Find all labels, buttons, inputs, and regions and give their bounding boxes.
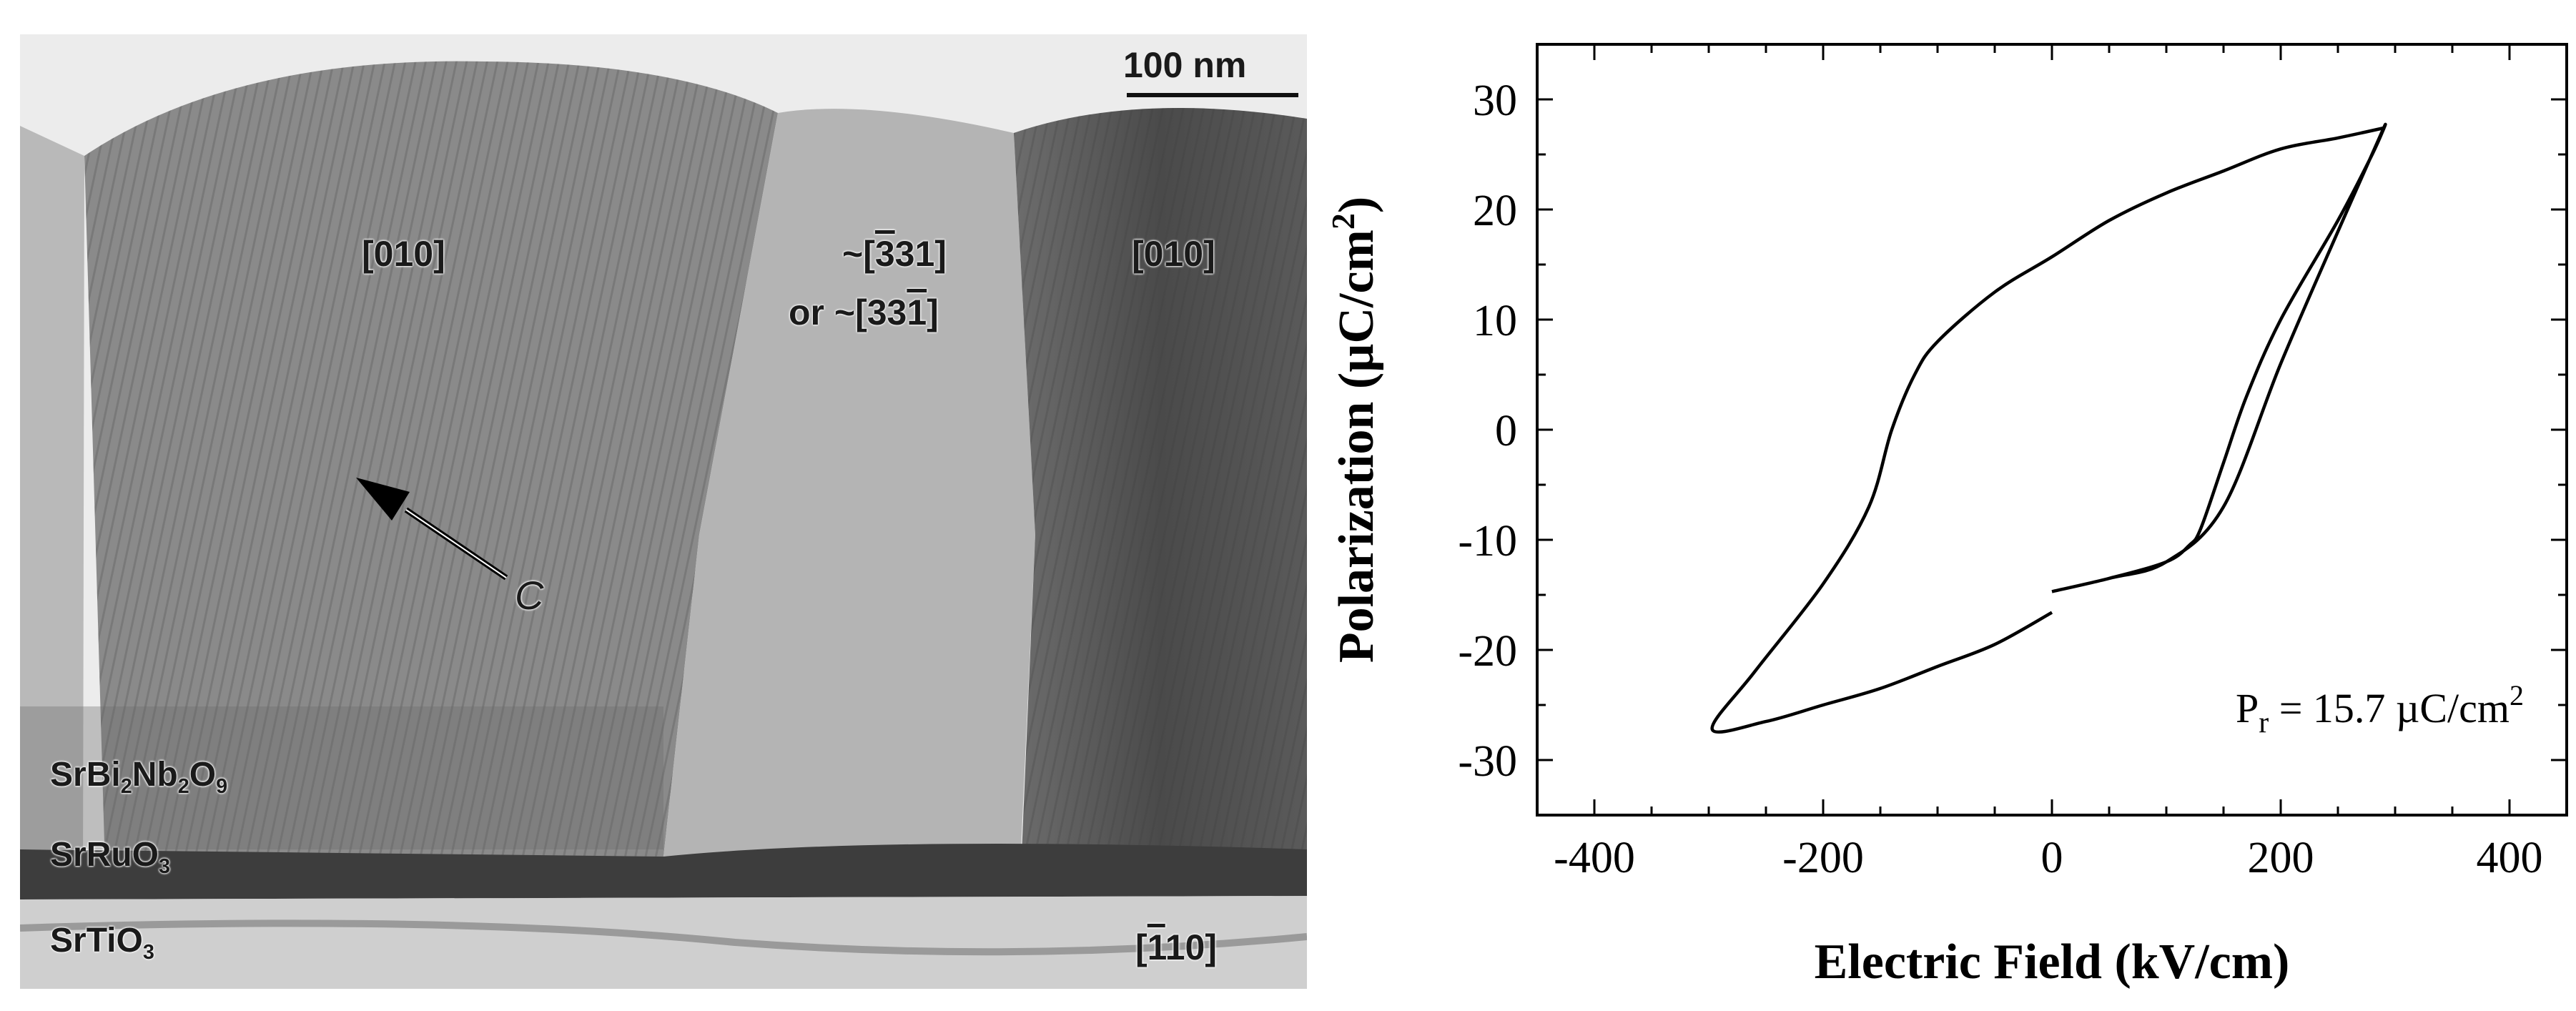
micrograph-image (20, 34, 1307, 989)
y-tick-label: 30 (1473, 77, 1517, 125)
x-tick-label: -200 (1782, 834, 1864, 882)
hysteresis-curves (1710, 122, 2387, 734)
x-tick-labels: -400 -200 0 200 400 (1554, 834, 2542, 882)
layer-sbn-label: SrBi2Nb2O9 (50, 756, 228, 799)
y-axis-title: Polarization (µC/cm2) (1325, 197, 1384, 663)
y-tick-label: -30 (1458, 737, 1517, 786)
x-axis-title: Electric Field (kV/cm) (1815, 934, 2290, 990)
x-tick-label: -400 (1554, 834, 1635, 882)
c-axis-label: C (515, 573, 544, 618)
x-tick-label: 0 (2041, 834, 2063, 882)
y-tick-label: 10 (1473, 297, 1517, 345)
scale-bar-label: 100 nm (1123, 45, 1247, 85)
y-tick-label: -20 (1458, 627, 1517, 676)
remanent-polarization-annotation: Pr = 15.7 µC/cm2 (2236, 679, 2524, 739)
y-tick-labels: -30 -20 -10 0 10 20 30 (1458, 77, 1517, 786)
grain-right-orientation-label: [010] (1132, 234, 1215, 274)
y-tick-label: 20 (1473, 187, 1517, 235)
layer-sto-label: SrTiO3 (50, 922, 154, 965)
hysteresis-branch-2 (1710, 126, 2384, 734)
axis-ticks (1536, 43, 2568, 817)
scale-bar (1127, 93, 1298, 97)
hysteresis-branch-1 (2051, 122, 2387, 593)
tem-micrograph: 100 nm [010] ~[331] or ~[331] [010] C Sr… (20, 34, 1307, 989)
grain-middle-orientation-label-2: or ~[331] (789, 292, 939, 332)
x-tick-label: 400 (2477, 834, 2543, 882)
c-axis-arrow-head (356, 478, 410, 521)
y-tick-label: -10 (1458, 517, 1517, 566)
substrate-direction-label: [110] (1135, 927, 1217, 967)
x-tick-label: 200 (2248, 834, 2314, 882)
hysteresis-chart: -400 -200 0 200 400 -30 -20 -10 0 10 20 30 Electri… (1325, 43, 2568, 990)
grain-left-orientation-label: [010] (362, 234, 445, 274)
layer-sro-label: SrRuO3 (50, 836, 171, 879)
y-tick-label: 0 (1495, 407, 1517, 455)
grain-middle-orientation-label-1: ~[331] (842, 234, 947, 274)
